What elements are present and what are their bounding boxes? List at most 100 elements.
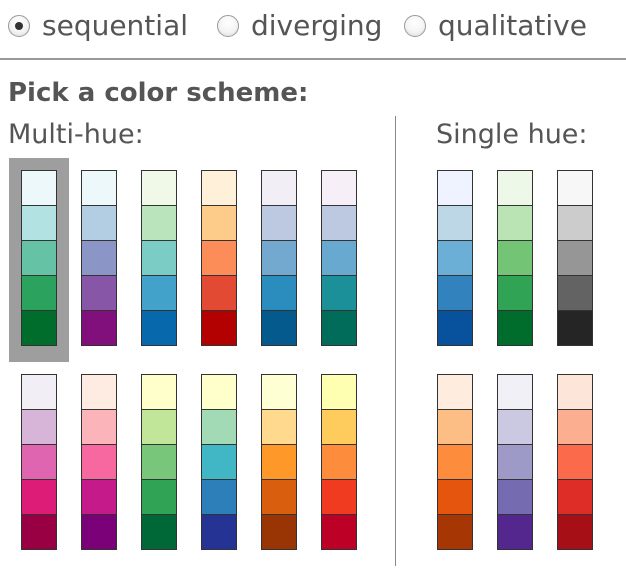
color-swatch[interactable]	[262, 311, 296, 346]
radio-qualitative[interactable]: qualitative	[404, 6, 587, 46]
color-swatch[interactable]	[498, 410, 532, 445]
palette-multi-hue-6[interactable]	[321, 170, 357, 346]
color-swatch[interactable]	[142, 515, 176, 550]
palette-multi-hue-2[interactable]	[81, 170, 117, 346]
color-swatch[interactable]	[262, 515, 296, 550]
color-swatch[interactable]	[498, 375, 532, 410]
color-swatch[interactable]	[558, 375, 592, 410]
color-swatch[interactable]	[22, 515, 56, 550]
color-swatch[interactable]	[558, 276, 592, 311]
color-swatch[interactable]	[142, 241, 176, 276]
palette-single-hue-3[interactable]	[557, 170, 593, 346]
color-swatch[interactable]	[142, 410, 176, 445]
palette-multi-hue-8[interactable]	[81, 374, 117, 550]
palette-multi-hue-7[interactable]	[21, 374, 57, 550]
palette-single-hue-1[interactable]	[437, 170, 473, 346]
color-swatch[interactable]	[438, 311, 472, 346]
color-swatch[interactable]	[202, 515, 236, 550]
color-swatch[interactable]	[322, 241, 356, 276]
color-swatch[interactable]	[558, 445, 592, 480]
color-swatch[interactable]	[558, 241, 592, 276]
color-swatch[interactable]	[22, 410, 56, 445]
color-swatch[interactable]	[322, 445, 356, 480]
color-swatch[interactable]	[202, 375, 236, 410]
palette-multi-hue-5[interactable]	[261, 170, 297, 346]
palette-multi-hue-11[interactable]	[261, 374, 297, 550]
color-swatch[interactable]	[498, 311, 532, 346]
color-swatch[interactable]	[22, 276, 56, 311]
palette-multi-hue-9[interactable]	[141, 374, 177, 550]
color-swatch[interactable]	[558, 206, 592, 241]
color-swatch[interactable]	[438, 445, 472, 480]
radio-diverging[interactable]: diverging	[217, 6, 382, 46]
color-swatch[interactable]	[142, 171, 176, 206]
color-swatch[interactable]	[82, 241, 116, 276]
palette-single-hue-5[interactable]	[497, 374, 533, 550]
color-swatch[interactable]	[142, 445, 176, 480]
color-swatch[interactable]	[558, 171, 592, 206]
color-swatch[interactable]	[498, 276, 532, 311]
color-swatch[interactable]	[438, 206, 472, 241]
color-swatch[interactable]	[498, 445, 532, 480]
color-swatch[interactable]	[202, 445, 236, 480]
color-swatch[interactable]	[202, 206, 236, 241]
color-swatch[interactable]	[322, 410, 356, 445]
color-swatch[interactable]	[82, 445, 116, 480]
color-swatch[interactable]	[558, 311, 592, 346]
color-swatch[interactable]	[558, 515, 592, 550]
color-swatch[interactable]	[202, 241, 236, 276]
color-swatch[interactable]	[22, 206, 56, 241]
color-swatch[interactable]	[22, 445, 56, 480]
color-swatch[interactable]	[82, 375, 116, 410]
color-swatch[interactable]	[262, 375, 296, 410]
color-swatch[interactable]	[142, 375, 176, 410]
color-swatch[interactable]	[262, 241, 296, 276]
color-swatch[interactable]	[22, 171, 56, 206]
color-swatch[interactable]	[322, 515, 356, 550]
palette-multi-hue-10[interactable]	[201, 374, 237, 550]
color-swatch[interactable]	[498, 515, 532, 550]
color-swatch[interactable]	[438, 480, 472, 515]
color-swatch[interactable]	[22, 375, 56, 410]
color-swatch[interactable]	[438, 515, 472, 550]
radio-diverging-circle[interactable]	[217, 15, 239, 37]
color-swatch[interactable]	[202, 171, 236, 206]
color-swatch[interactable]	[82, 311, 116, 346]
palette-single-hue-4[interactable]	[437, 374, 473, 550]
color-swatch[interactable]	[438, 276, 472, 311]
color-swatch[interactable]	[262, 171, 296, 206]
palette-multi-hue-3[interactable]	[141, 170, 177, 346]
color-swatch[interactable]	[322, 206, 356, 241]
color-swatch[interactable]	[498, 206, 532, 241]
color-swatch[interactable]	[262, 206, 296, 241]
palette-multi-hue-12[interactable]	[321, 374, 357, 550]
color-swatch[interactable]	[322, 276, 356, 311]
palette-single-hue-2[interactable]	[497, 170, 533, 346]
color-swatch[interactable]	[202, 311, 236, 346]
color-swatch[interactable]	[82, 276, 116, 311]
color-swatch[interactable]	[438, 241, 472, 276]
radio-qualitative-circle[interactable]	[404, 15, 426, 37]
color-swatch[interactable]	[202, 276, 236, 311]
color-swatch[interactable]	[438, 375, 472, 410]
color-swatch[interactable]	[498, 171, 532, 206]
color-swatch[interactable]	[262, 276, 296, 311]
color-swatch[interactable]	[142, 311, 176, 346]
color-swatch[interactable]	[322, 480, 356, 515]
color-swatch[interactable]	[82, 410, 116, 445]
color-swatch[interactable]	[142, 276, 176, 311]
color-swatch[interactable]	[438, 410, 472, 445]
color-swatch[interactable]	[82, 480, 116, 515]
color-swatch[interactable]	[202, 410, 236, 445]
color-swatch[interactable]	[322, 171, 356, 206]
color-swatch[interactable]	[498, 241, 532, 276]
color-swatch[interactable]	[82, 515, 116, 550]
color-swatch[interactable]	[22, 241, 56, 276]
color-swatch[interactable]	[558, 410, 592, 445]
color-swatch[interactable]	[322, 311, 356, 346]
color-swatch[interactable]	[262, 445, 296, 480]
color-swatch[interactable]	[322, 375, 356, 410]
color-swatch[interactable]	[82, 206, 116, 241]
palette-single-hue-6[interactable]	[557, 374, 593, 550]
radio-sequential-circle[interactable]	[8, 15, 30, 37]
